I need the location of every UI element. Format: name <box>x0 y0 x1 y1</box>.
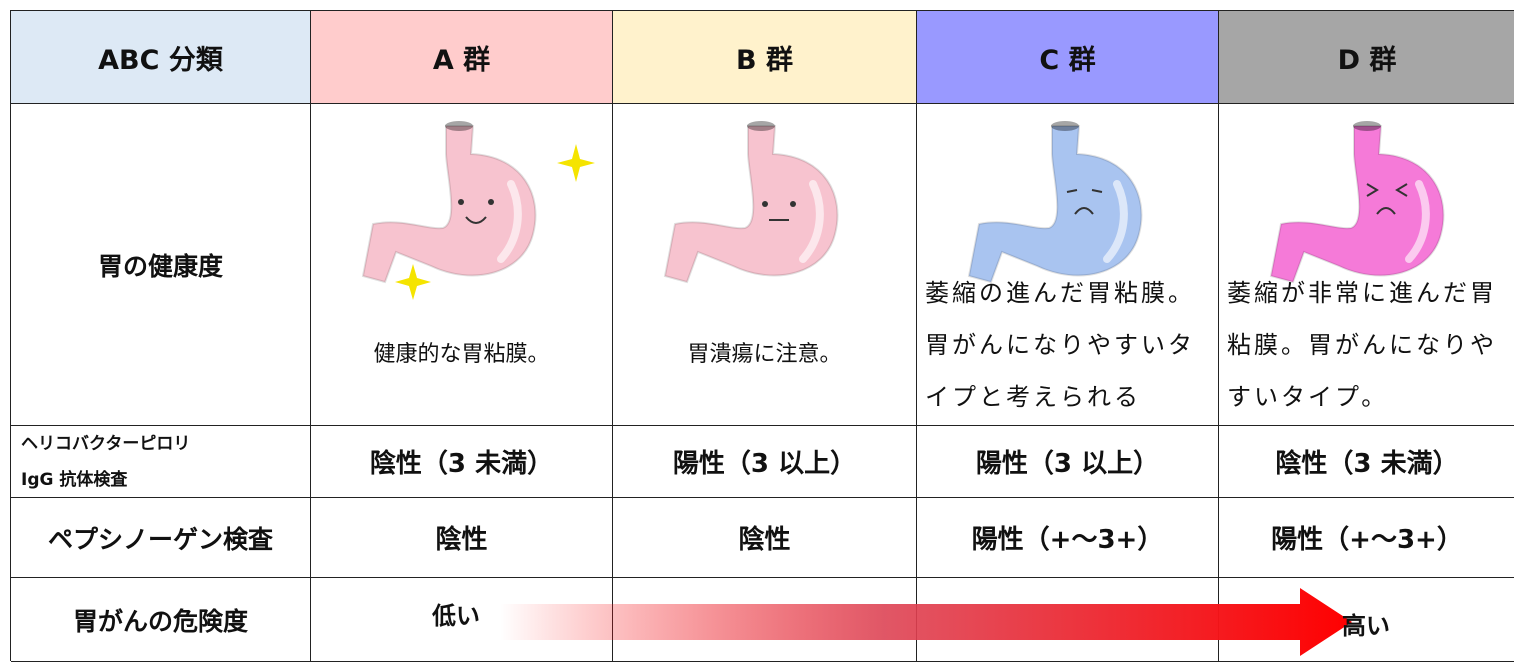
result-cell: 陰性（3 未満） <box>311 426 613 498</box>
header-title: ABC 分類 <box>11 11 311 104</box>
health-text: 胃潰瘍に注意。 <box>687 342 842 367</box>
group-header: C 群 <box>917 11 1219 104</box>
risk-high: 高い <box>1342 612 1390 640</box>
result-cell: 陽性（3 以上） <box>613 426 917 498</box>
stomach-icon <box>957 114 1207 334</box>
result-cell: 陰性 <box>311 498 613 578</box>
stomach-icon <box>351 114 595 300</box>
row-label-line: IgG 抗体検査 <box>21 469 128 490</box>
row-label: ペプシノーゲン検査 <box>11 498 311 578</box>
stomach-icon <box>653 114 903 334</box>
row-label: 胃がんの危険度 <box>11 578 311 662</box>
health-text: 健康的な胃粘膜。 <box>373 342 550 367</box>
health-cell: 萎縮の進んだ胃粘膜。胃がんになりやすいタイプと考えられる <box>917 104 1219 426</box>
health-text: 萎縮が非常に進んだ胃粘膜。胃がんになりやすいタイプ。 <box>1227 279 1497 411</box>
result-cell: 陰性 <box>613 498 917 578</box>
stomach-icon <box>1259 114 1509 334</box>
health-cell: 胃潰瘍に注意。 <box>613 104 917 426</box>
health-cell: 萎縮が非常に進んだ胃粘膜。胃がんになりやすいタイプ。 <box>1219 104 1514 426</box>
result-cell: 陽性（+～3+） <box>917 498 1219 578</box>
group-header: D 群 <box>1219 11 1514 104</box>
group-header: A 群 <box>311 11 613 104</box>
risk-cell <box>917 578 1219 662</box>
group-header: B 群 <box>613 11 917 104</box>
row-label-line: ヘリコバクターピロリ <box>21 433 191 454</box>
abc-table: ABC 分類 A 群 B 群 C 群 D 群 胃の健康度 健康的な胃粘膜。 胃潰… <box>10 10 1514 662</box>
row-label: 胃の健康度 <box>11 104 311 426</box>
result-cell: 陽性（3 以上） <box>917 426 1219 498</box>
risk-low: 低い <box>432 602 480 630</box>
risk-cell <box>613 578 917 662</box>
health-cell: 健康的な胃粘膜。 <box>311 104 613 426</box>
row-label: ヘリコバクターピロリ IgG 抗体検査 <box>11 426 311 498</box>
health-text: 萎縮の進んだ胃粘膜。胃がんになりやすいタイプと考えられる <box>925 279 1195 411</box>
result-cell: 陰性（3 未満） <box>1219 426 1514 498</box>
result-cell: 陽性（+～3+） <box>1219 498 1514 578</box>
